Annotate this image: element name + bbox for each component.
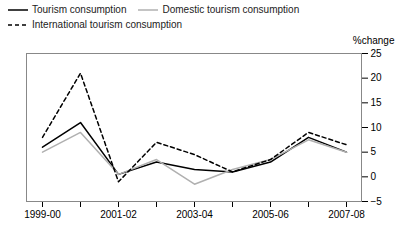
svg-text:2005-06: 2005-06: [252, 209, 289, 220]
svg-text:0: 0: [371, 171, 377, 182]
svg-text:2001-02: 2001-02: [100, 209, 137, 220]
svg-text:15: 15: [371, 97, 383, 108]
svg-text:20: 20: [371, 72, 383, 83]
html-text:International tourism consumpt: International tourism consumption: [32, 19, 183, 30]
html-text:Domestic tourism consumption: Domestic tourism consumption: [162, 4, 300, 15]
svg-text:2003-04: 2003-04: [176, 209, 213, 220]
svg-text:25: 25: [371, 48, 383, 59]
svg-text:5: 5: [371, 146, 377, 157]
svg-text:2007-08: 2007-08: [328, 209, 365, 220]
svg-text:10: 10: [371, 122, 383, 133]
svg-text:%change: %change: [353, 35, 395, 46]
html-text:Tourism consumption: Tourism consumption: [32, 4, 127, 15]
svg-text:−5: −5: [371, 196, 383, 207]
svg-text:1999-00: 1999-00: [24, 209, 61, 220]
